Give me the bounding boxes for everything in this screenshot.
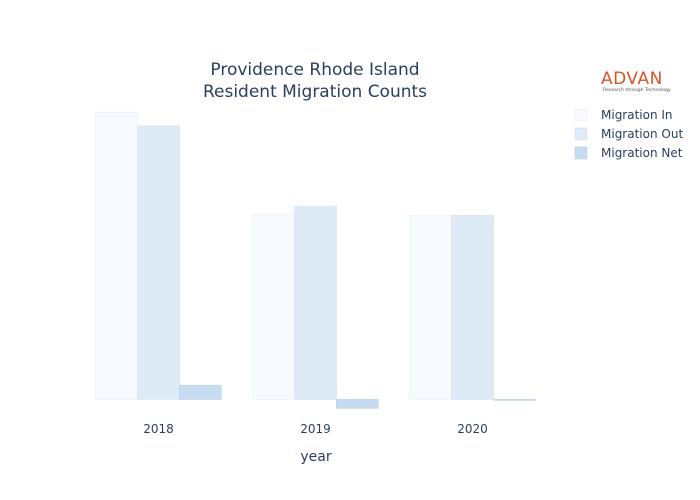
bar-migration-in-2020 <box>409 215 452 400</box>
x-tick-2019: 2019 <box>300 422 331 436</box>
legend-swatch-migration-out[interactable] <box>574 127 588 141</box>
x-tick-2018: 2018 <box>143 422 174 436</box>
legend-label-migration-out[interactable]: Migration Out <box>601 127 683 141</box>
bar-migration-in-2019 <box>252 213 295 400</box>
x-axis-title: year <box>300 449 331 465</box>
chart-title-line-2: Resident Migration Counts <box>203 82 427 102</box>
legend-label-migration-in[interactable]: Migration In <box>601 108 673 122</box>
chart-title-line-1: Providence Rhode Island <box>210 60 419 80</box>
logo-wordmark: ADVAN <box>601 69 663 89</box>
bar-migration-out-2018 <box>137 125 180 400</box>
logo-tagline: Research through Technology <box>603 87 671 93</box>
x-tick-2020: 2020 <box>457 422 488 436</box>
x-tick-labels: 2018 2019 2020 <box>143 422 488 436</box>
legend-swatch-migration-net[interactable] <box>574 146 588 160</box>
bar-migration-net-2019 <box>336 399 379 409</box>
bar-migration-out-2019 <box>294 205 337 400</box>
bar-migration-net-2018 <box>179 384 222 400</box>
bar-migration-out-2020 <box>451 215 494 400</box>
bars-layer <box>95 111 536 409</box>
legend-swatch-migration-in[interactable] <box>574 108 588 122</box>
bar-migration-net-2020 <box>493 399 536 401</box>
legend: Migration In Migration Out Migration Net <box>574 108 683 160</box>
chart-title: Providence Rhode Island Resident Migrati… <box>203 60 427 102</box>
legend-label-migration-net[interactable]: Migration Net <box>601 146 683 160</box>
advan-logo: ADVAN Research through Technology <box>601 69 671 93</box>
bar-migration-in-2018 <box>95 111 138 400</box>
